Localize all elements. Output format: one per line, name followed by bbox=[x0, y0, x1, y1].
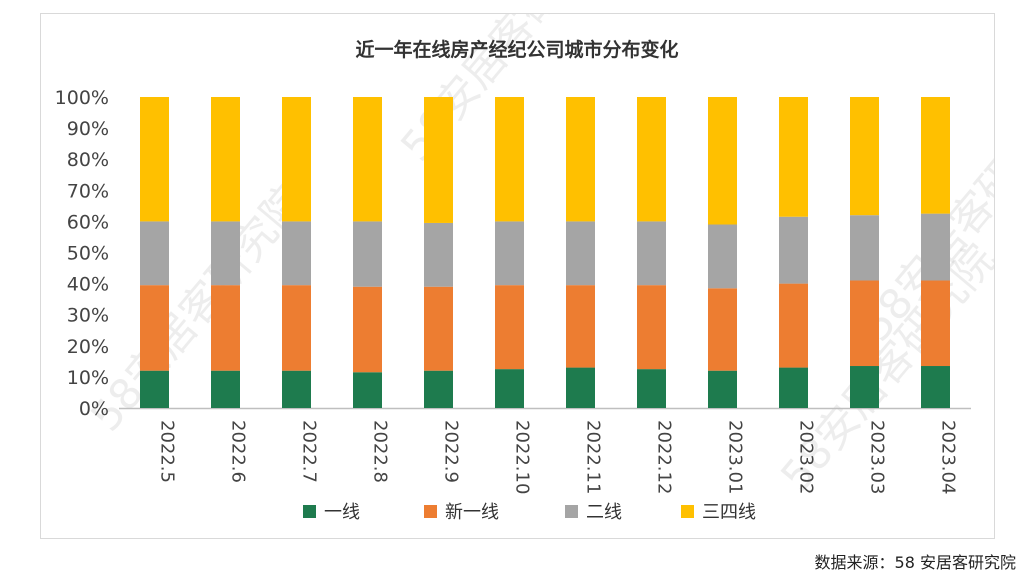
bar-segment bbox=[140, 285, 169, 371]
y-tick-label: 100% bbox=[55, 87, 109, 109]
bar-segment bbox=[495, 97, 524, 222]
bar-segment bbox=[495, 285, 524, 370]
bar-segment bbox=[779, 97, 808, 217]
legend: 一线 新一线 二线 三四线 bbox=[303, 502, 756, 523]
bar-segment bbox=[424, 222, 453, 287]
x-tick-label: 2022.6 bbox=[228, 420, 249, 483]
bar-segment bbox=[850, 280, 879, 367]
bar-segment bbox=[566, 221, 595, 286]
y-tick-label: 70% bbox=[67, 180, 109, 202]
x-tick-label: 2022.5 bbox=[157, 420, 178, 483]
bar-segment bbox=[424, 370, 453, 408]
bar-segment bbox=[424, 97, 453, 223]
bar-segment bbox=[353, 286, 382, 373]
bar-segment bbox=[779, 283, 808, 368]
bar-segment bbox=[637, 285, 666, 370]
bar-segment bbox=[566, 97, 595, 222]
y-tick-label: 80% bbox=[67, 149, 109, 171]
bar-segment bbox=[211, 97, 240, 222]
x-tick-label: 2022.7 bbox=[299, 420, 320, 483]
bar-segment bbox=[637, 369, 666, 408]
bar-segment bbox=[211, 370, 240, 408]
stacked-bar-chart: 58安居客研究院58安居客研究院58安居客研究院58安居客研究院 近一年在线房产… bbox=[55, 14, 994, 523]
y-tick-label: 40% bbox=[67, 274, 109, 296]
bar-segment bbox=[708, 288, 737, 371]
y-tick-label: 20% bbox=[67, 336, 109, 358]
legend-label: 一线 bbox=[324, 502, 360, 523]
y-tick-label: 90% bbox=[67, 118, 109, 140]
x-tick-label: 2022.11 bbox=[583, 420, 604, 494]
bar-segment bbox=[779, 216, 808, 284]
bar-segment bbox=[140, 97, 169, 222]
legend-label: 二线 bbox=[586, 502, 622, 523]
watermark-text: 58安居客研究院 bbox=[81, 175, 315, 440]
bar-segment bbox=[140, 370, 169, 408]
bar-segment bbox=[850, 366, 879, 408]
bar-segment bbox=[353, 221, 382, 287]
bars bbox=[140, 97, 950, 408]
bar-segment bbox=[708, 370, 737, 408]
chart-frame: 58安居客研究院58安居客研究院58安居客研究院58安居客研究院 近一年在线房产… bbox=[40, 13, 995, 539]
bar-segment bbox=[637, 221, 666, 286]
bar-segment bbox=[495, 369, 524, 408]
bar-segment bbox=[211, 221, 240, 286]
legend-swatch bbox=[303, 505, 316, 518]
bar-segment bbox=[282, 370, 311, 408]
x-tick-label: 2023.01 bbox=[725, 420, 746, 494]
bar-segment bbox=[566, 367, 595, 408]
x-tick-label: 2022.12 bbox=[654, 420, 675, 494]
y-tick-label: 50% bbox=[67, 243, 109, 265]
y-tick-label: 60% bbox=[67, 211, 109, 233]
bar-segment bbox=[353, 372, 382, 408]
bar-segment bbox=[282, 97, 311, 222]
legend-swatch bbox=[565, 505, 578, 518]
legend-label: 三四线 bbox=[702, 502, 756, 523]
y-tick-label: 0% bbox=[79, 398, 109, 420]
bar-segment bbox=[850, 97, 879, 216]
bar-segment bbox=[424, 286, 453, 371]
bar-segment bbox=[921, 280, 950, 367]
bar-segment bbox=[850, 215, 879, 281]
x-tick-label: 2022.9 bbox=[441, 420, 462, 483]
bar-segment bbox=[140, 221, 169, 286]
bar-segment bbox=[282, 221, 311, 286]
bar-segment bbox=[566, 285, 595, 368]
legend-label: 新一线 bbox=[445, 502, 499, 523]
bar-segment bbox=[921, 97, 950, 214]
bar-segment bbox=[921, 213, 950, 281]
x-axis: 2022.5 2022.6 2022.7 2022.8 2022.9 2022.10 202… bbox=[157, 420, 959, 494]
chart-title: 近一年在线房产经纪公司城市分布变化 bbox=[355, 38, 678, 61]
bar-segment bbox=[708, 224, 737, 289]
bar-segment bbox=[353, 97, 382, 222]
x-tick-label: 2022.8 bbox=[370, 420, 391, 483]
legend-swatch bbox=[424, 505, 437, 518]
x-tick-label: 2023.04 bbox=[938, 420, 959, 494]
y-tick-label: 10% bbox=[67, 367, 109, 389]
x-tick-label: 2022.10 bbox=[512, 420, 533, 494]
bar-segment bbox=[921, 366, 950, 408]
bar-segment bbox=[282, 285, 311, 371]
y-tick-label: 30% bbox=[67, 305, 109, 327]
bar-segment bbox=[211, 285, 240, 371]
source-note: 数据来源：58 安居客研究院 bbox=[814, 553, 1016, 572]
bar-segment bbox=[637, 97, 666, 222]
y-axis: 0% 10% 20% 30% 40% 50% 60% 70% 80% 90% 100% bbox=[55, 87, 971, 420]
bar-segment bbox=[708, 97, 737, 225]
bar-segment bbox=[495, 221, 524, 286]
bar-segment bbox=[779, 367, 808, 408]
x-tick-label: 2023.02 bbox=[796, 420, 817, 494]
x-tick-label: 2023.03 bbox=[867, 420, 888, 494]
legend-swatch bbox=[681, 505, 694, 518]
